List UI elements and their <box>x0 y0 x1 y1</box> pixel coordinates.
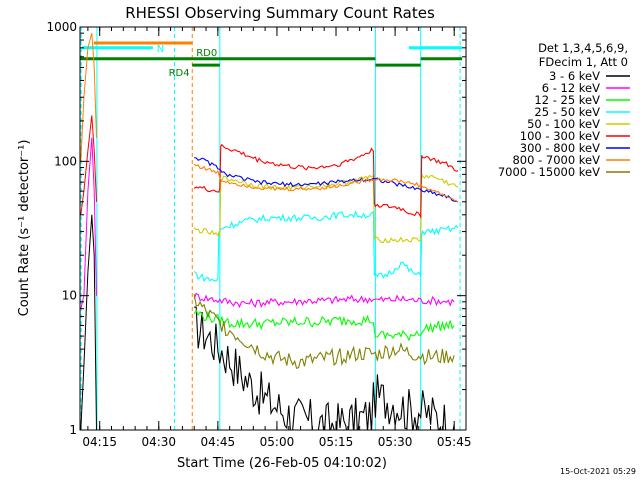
series-line <box>193 294 455 370</box>
mode-annotations: N RD0 RD4 <box>80 41 463 79</box>
legend-label: 7000 - 15000 keV <box>498 165 600 179</box>
series-lines <box>80 32 459 430</box>
early-spike-line <box>80 32 97 162</box>
legend-header-line-2: FDecim 1, Att 0 <box>539 55 628 69</box>
axes: 1 10 100 1000 04:15 04:30 04:45 05:00 05:15 05:30… <box>46 20 471 449</box>
series-line <box>193 143 459 220</box>
footer-date: 15-Oct-2021 05:29 <box>560 467 636 476</box>
legend-label: 6 - 12 keV <box>542 81 600 95</box>
series-line <box>194 157 459 203</box>
annotation-label: N <box>157 44 164 55</box>
y-tick-label: 1 <box>69 423 77 437</box>
early-spike-line <box>80 214 97 430</box>
x-tick-label: 05:15 <box>319 435 354 449</box>
early-spike-line <box>80 137 97 309</box>
y-tick-label: 100 <box>54 154 77 168</box>
legend-label: 100 - 300 keV <box>520 129 600 143</box>
x-tick-label: 05:00 <box>260 435 295 449</box>
chart-title: RHESSI Observing Summary Count Rates <box>125 4 435 22</box>
legend-label: 25 - 50 keV <box>534 105 600 119</box>
legend-label: 800 - 7000 keV <box>512 153 600 167</box>
x-tick-label: 05:30 <box>378 435 413 449</box>
y-axis-label: Count Rate (s⁻¹ detector⁻¹) <box>17 140 32 317</box>
series-line <box>194 306 455 430</box>
series-line <box>193 173 459 244</box>
x-tick-label: 05:45 <box>437 435 472 449</box>
annotation-label: RD0 <box>196 48 217 59</box>
plot-frame <box>79 26 467 431</box>
legend-label: 50 - 100 keV <box>527 117 600 131</box>
x-tick-label: 04:30 <box>141 435 176 449</box>
x-tick-label: 04:15 <box>82 435 117 449</box>
legend-label: 12 - 25 keV <box>534 93 600 107</box>
legend-header-line-1: Det 1,3,4,5,6,9, <box>538 41 628 55</box>
x-tick-label: 04:45 <box>201 435 236 449</box>
x-axis-label: Start Time (26-Feb-05 04:10:02) <box>177 456 387 471</box>
legend-label: 3 - 6 keV <box>549 69 600 83</box>
y-tick-label: 10 <box>62 289 77 303</box>
early-spike-line <box>80 115 97 215</box>
legend-label: 300 - 800 keV <box>520 141 600 155</box>
y-tick-label: 1000 <box>46 20 77 34</box>
series-line <box>193 292 455 309</box>
series-line <box>193 163 459 203</box>
series-line <box>193 309 455 342</box>
annotation-label: RD4 <box>169 68 190 79</box>
series-line <box>193 210 459 283</box>
